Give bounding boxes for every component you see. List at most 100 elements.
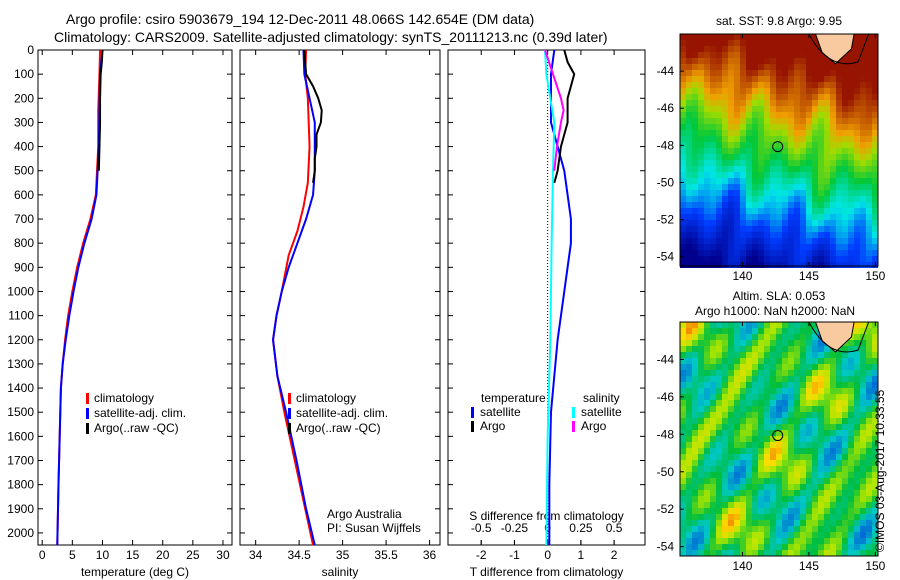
map-cell (872, 334, 878, 340)
map-cell (788, 484, 794, 490)
map-cell (698, 124, 704, 130)
map-cell (776, 88, 782, 94)
map-cell (746, 100, 752, 106)
map-cell (860, 526, 866, 532)
map-cell (746, 478, 752, 484)
map-cell (848, 196, 854, 202)
map-cell (812, 388, 818, 394)
map-cell (728, 70, 734, 76)
map-cell (710, 40, 716, 46)
map-cell (764, 34, 770, 40)
map-cell (800, 544, 806, 550)
map-cell (776, 346, 782, 352)
map-cell (866, 364, 872, 370)
map-cell (806, 382, 812, 388)
map-cell (794, 136, 800, 142)
map-cell (734, 418, 740, 424)
map-cell (812, 250, 818, 256)
map-cell (716, 166, 722, 172)
map-cell (848, 370, 854, 376)
map-cell (746, 442, 752, 448)
map-cell (758, 382, 764, 388)
map-cell (824, 364, 830, 370)
map-cell (686, 154, 692, 160)
map-cell (710, 430, 716, 436)
map-cell (842, 436, 848, 442)
map-cell (740, 514, 746, 520)
map-cell (866, 460, 872, 466)
map-cell (788, 40, 794, 46)
map-cell (812, 82, 818, 88)
map-cell (764, 196, 770, 202)
map-cell (806, 58, 812, 64)
map-cell (740, 442, 746, 448)
legend-swatch (288, 408, 291, 419)
map-cell (686, 130, 692, 136)
map-cell (830, 394, 836, 400)
map-cell (800, 124, 806, 130)
map-cell (728, 112, 734, 118)
map-cell (830, 184, 836, 190)
map-cell (860, 70, 866, 76)
map-cell (806, 364, 812, 370)
map-cell (734, 544, 740, 550)
map-cell (716, 148, 722, 154)
map-cell (872, 82, 878, 88)
map-cell (704, 136, 710, 142)
map-cell (818, 496, 824, 502)
map-cell (698, 82, 704, 88)
map-cell (758, 490, 764, 496)
map-cell (830, 436, 836, 442)
x-tick-label: -1 (509, 548, 520, 562)
map-cell (860, 412, 866, 418)
map-cell (836, 400, 842, 406)
map-cell (812, 412, 818, 418)
map-cell (800, 88, 806, 94)
map-cell (794, 250, 800, 256)
map-cell (698, 142, 704, 148)
map-cell (854, 106, 860, 112)
map-cell (794, 64, 800, 70)
map-cell (800, 442, 806, 448)
map-cell (752, 112, 758, 118)
map-cell (794, 508, 800, 514)
map-cell (734, 226, 740, 232)
map-cell (866, 448, 872, 454)
map-cell (866, 472, 872, 478)
map-cell (818, 340, 824, 346)
map-cell (728, 226, 734, 232)
map-cell (686, 376, 692, 382)
map-cell (836, 76, 842, 82)
map-cell (758, 370, 764, 376)
map-cell (830, 526, 836, 532)
map-cell (728, 94, 734, 100)
map-cell (776, 328, 782, 334)
map-cell (824, 520, 830, 526)
map-cell (860, 106, 866, 112)
map-cell (704, 412, 710, 418)
map-cell (812, 172, 818, 178)
map-cell (872, 94, 878, 100)
map-cell (806, 340, 812, 346)
map-cell (830, 352, 836, 358)
map-cell (782, 238, 788, 244)
map-cell (728, 442, 734, 448)
map-cell (782, 340, 788, 346)
map-cell (758, 328, 764, 334)
map-cell (830, 538, 836, 544)
map-cell (830, 172, 836, 178)
map-cell (692, 448, 698, 454)
map-cell (704, 70, 710, 76)
map-cell (818, 238, 824, 244)
map-cell (758, 88, 764, 94)
map-cell (758, 532, 764, 538)
map-cell (734, 124, 740, 130)
map-cell (818, 466, 824, 472)
map-cell (788, 208, 794, 214)
map-cell (818, 58, 824, 64)
map-cell (794, 436, 800, 442)
map-cell (812, 130, 818, 136)
x-tick-label: 15 (126, 548, 140, 562)
map-cell (842, 400, 848, 406)
map-cell (800, 496, 806, 502)
